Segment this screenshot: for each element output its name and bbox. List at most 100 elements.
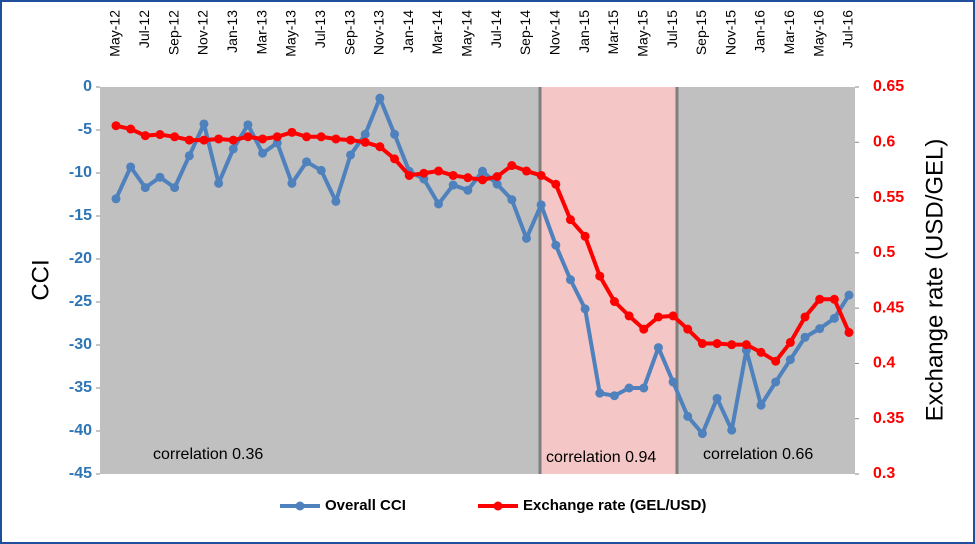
marker	[287, 127, 297, 137]
marker	[521, 233, 531, 243]
marker	[595, 271, 605, 281]
y-axis-label: CCI	[27, 259, 54, 300]
marker	[683, 324, 693, 334]
marker	[375, 142, 385, 152]
marker	[346, 150, 356, 160]
x-tick-label: Mar-14	[429, 10, 445, 55]
marker	[228, 135, 238, 145]
x-tick-label: Jul-14	[488, 10, 504, 48]
marker	[243, 132, 253, 142]
marker	[653, 343, 663, 353]
y2-tick-label: 0.5	[873, 244, 895, 261]
x-tick-label: May-15	[634, 10, 650, 57]
marker	[551, 240, 561, 250]
marker	[639, 324, 649, 334]
marker	[815, 324, 825, 334]
x-tick-label: Nov-14	[547, 10, 563, 55]
x-tick-label: May-14	[459, 10, 475, 57]
marker	[565, 215, 575, 225]
marker	[565, 275, 575, 285]
marker	[170, 132, 180, 142]
marker	[214, 178, 224, 188]
y2-tick-label: 0.4	[873, 355, 895, 372]
x-tick-label: Sep-13	[341, 10, 357, 55]
marker	[478, 175, 487, 185]
marker	[551, 179, 561, 189]
marker	[331, 134, 341, 144]
marker	[316, 132, 326, 142]
x-tick-label: Jul-13	[312, 10, 328, 48]
marker	[448, 170, 458, 180]
marker	[360, 137, 370, 147]
y-tick-label: -20	[69, 250, 92, 267]
x-tick-label: Jul-12	[136, 10, 152, 48]
marker	[815, 294, 825, 304]
x-tick-label: Sep-15	[693, 10, 709, 55]
x-tick-label: May-12	[107, 10, 123, 57]
marker	[258, 148, 268, 158]
marker	[507, 195, 517, 205]
marker	[844, 290, 854, 300]
marker	[228, 144, 238, 154]
plot-area	[100, 87, 855, 474]
marker	[536, 170, 546, 180]
marker	[111, 121, 121, 131]
x-tick-label: Nov-15	[722, 10, 738, 55]
marker	[126, 124, 136, 134]
marker	[346, 135, 356, 145]
marker	[390, 129, 400, 139]
y-tick-label: -5	[78, 121, 92, 138]
marker	[155, 172, 165, 182]
marker	[258, 134, 268, 144]
marker	[609, 297, 619, 307]
marker	[111, 194, 121, 204]
y-tick-label: -30	[69, 336, 92, 353]
y-tick-label: -25	[69, 293, 92, 310]
x-tick-label: Jul-16	[840, 10, 856, 48]
marker	[844, 327, 854, 337]
marker	[434, 166, 444, 176]
marker	[668, 377, 678, 387]
marker	[155, 130, 165, 140]
marker	[756, 400, 766, 410]
marker	[478, 166, 487, 176]
y-tick-label: -15	[69, 207, 92, 224]
marker	[126, 162, 136, 172]
marker	[331, 196, 341, 206]
legend-marker	[493, 501, 503, 511]
marker	[771, 356, 781, 366]
x-tick-label: Jan-14	[400, 10, 416, 53]
marker	[199, 119, 209, 129]
marker	[360, 129, 370, 139]
marker	[712, 393, 722, 403]
marker	[580, 231, 590, 241]
y-tick-label: -40	[69, 422, 92, 439]
marker	[785, 337, 795, 347]
marker	[829, 294, 839, 304]
annotation: correlation 0.66	[703, 446, 813, 463]
marker	[697, 339, 707, 349]
marker	[712, 339, 722, 349]
marker	[434, 199, 444, 209]
x-tick-label: Mar-16	[781, 10, 797, 55]
x-tick-label: Mar-15	[605, 10, 621, 55]
annotation: correlation 0.94	[546, 449, 656, 466]
annotation: correlation 0.36	[153, 446, 263, 463]
y-tick-label: -10	[69, 164, 92, 181]
legend-marker	[295, 501, 305, 511]
y2-tick-label: 0.45	[873, 299, 904, 316]
marker	[800, 312, 810, 322]
marker	[302, 132, 312, 142]
legend-label: Overall CCI	[325, 497, 406, 514]
marker	[507, 161, 517, 171]
y-tick-label: 0	[83, 78, 92, 95]
x-tick-label: Nov-13	[371, 10, 387, 55]
marker	[536, 200, 546, 210]
y2-tick-label: 0.55	[873, 189, 904, 206]
y2-tick-label: 0.65	[873, 78, 904, 95]
marker	[463, 185, 473, 195]
x-tick-label: May-13	[283, 10, 299, 57]
marker	[287, 178, 297, 188]
marker	[756, 347, 766, 357]
